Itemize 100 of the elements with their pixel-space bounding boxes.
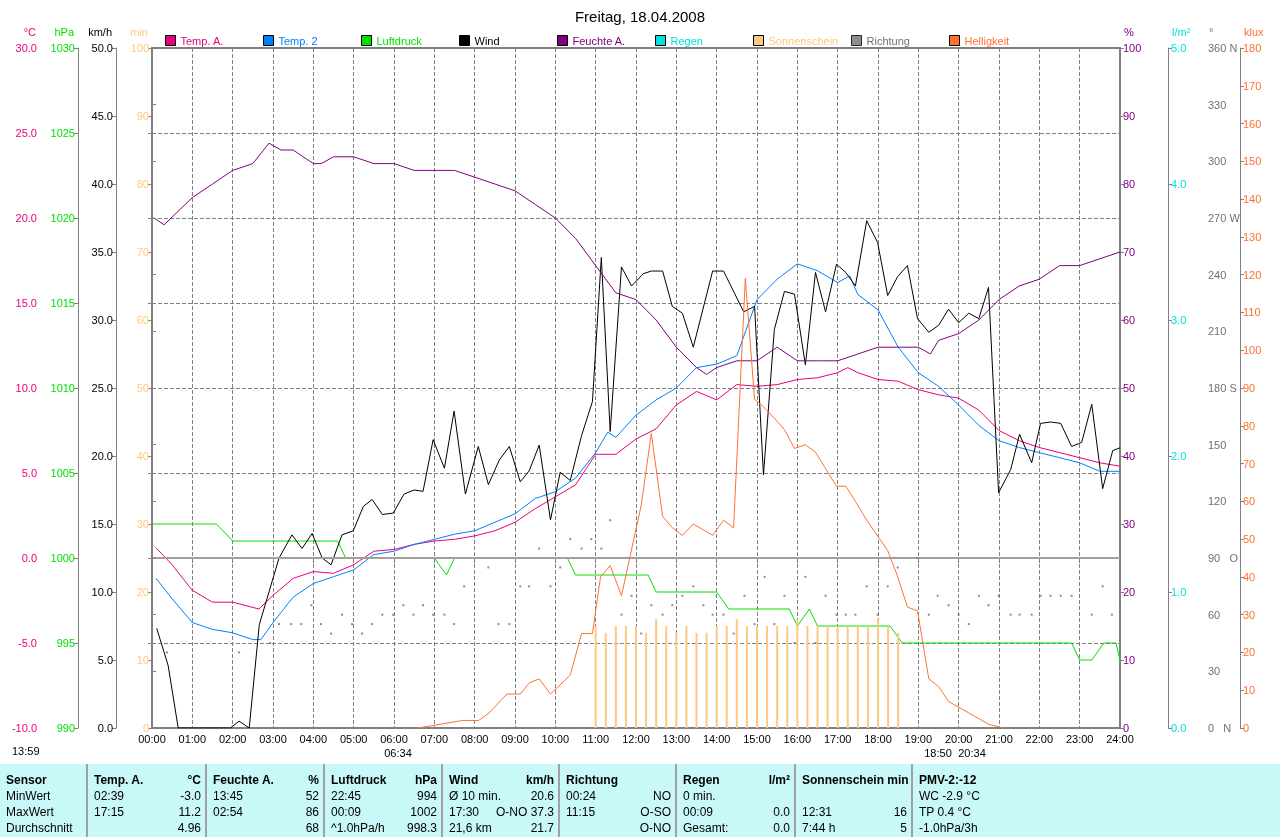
text: Ø 10 min. 20.6 xyxy=(449,789,554,803)
y2-tick-label: 50 xyxy=(1243,533,1256,546)
y3-tick-label: 0.0 xyxy=(1171,722,1187,734)
text: TP 0.4 °C xyxy=(919,804,971,820)
chart-title: Freitag, 18.04.2008 xyxy=(574,8,706,25)
text: Durchschnitt xyxy=(6,820,73,836)
text: 22:45 994 xyxy=(331,789,437,803)
y3-tick-label: 5.0 xyxy=(1171,42,1187,54)
y2-tick-label: 1025 xyxy=(50,127,75,139)
y-tick-label: 70 xyxy=(136,246,149,258)
y-tick-label: 50 xyxy=(136,382,149,394)
y-tick-label: 360 N xyxy=(1208,42,1238,54)
y-tick-label: 15.0 xyxy=(15,297,37,309)
x-tick-label: 03:00 xyxy=(259,732,287,745)
text: 00:09 1002 xyxy=(331,805,437,819)
x-tick-label: 23:00 xyxy=(1065,732,1094,745)
y3-tick-label: 0.0 xyxy=(97,722,113,734)
y2-tick-label: 130 xyxy=(1243,230,1262,243)
text: 21,6 km 21.7 xyxy=(449,821,554,835)
y-tick-label: 330 xyxy=(1208,98,1227,111)
x-tick-label: 22:00 xyxy=(1025,732,1054,745)
text: PMV-2:-12 xyxy=(919,772,977,788)
y-tick-label: 100 xyxy=(130,42,149,54)
legend-label: Luftdruck xyxy=(376,34,423,47)
y-tick-label: 20.0 xyxy=(15,212,37,224)
text: MaxWert xyxy=(6,804,54,820)
y2-tick-label: 100 xyxy=(1123,42,1142,54)
y-tick-label: 90 xyxy=(136,110,149,122)
x-tick-label: 08:00 xyxy=(460,732,489,745)
x-tick-label: 06:00 xyxy=(380,732,408,745)
y2-tick-label: 990 xyxy=(56,722,75,734)
y2-tick-label: 70 xyxy=(1243,457,1256,470)
y2-tick-label: 120 xyxy=(1243,268,1262,281)
y-tick-label: 60 xyxy=(1208,608,1221,621)
line-series xyxy=(156,220,1121,729)
y2-tick-label: 995 xyxy=(56,637,75,649)
x-tick-label: 24:00 xyxy=(1106,732,1134,745)
y3-tick-label: 20.0 xyxy=(91,450,113,462)
y3-tick-label: 10.0 xyxy=(91,586,113,598)
x-tick-label: 19:00 xyxy=(904,732,933,745)
y2-tick-label: 1015 xyxy=(50,297,75,309)
text: 13:59 xyxy=(12,744,40,757)
y2-tick-label: 80 xyxy=(1123,178,1136,190)
y3-tick-label: 50.0 xyxy=(91,42,113,54)
y2-tick-label: 60 xyxy=(1123,314,1136,326)
y2-tick-label: 170 xyxy=(1243,79,1262,92)
text: 17:15 11.2 xyxy=(94,805,201,819)
x-tick-label: 16:00 xyxy=(783,732,812,745)
y2-tick-label: 110 xyxy=(1243,306,1261,319)
x-tick-label: 04:00 xyxy=(299,732,328,745)
y3-tick-label: 40.0 xyxy=(91,178,113,190)
legend-label: Richtung xyxy=(866,34,910,47)
y2-tick-label: 30 xyxy=(1243,608,1256,621)
y-tick-label: 30.0 xyxy=(15,42,37,54)
y2-tick-label: 90 xyxy=(1123,110,1136,122)
y3-axis-title: l/m² xyxy=(1172,25,1191,38)
legend-label: Feuchte A. xyxy=(572,34,626,47)
text: 11:15 O-SO xyxy=(566,805,671,819)
y2-axis-title: % xyxy=(1124,25,1134,38)
y-axis-title: min xyxy=(130,25,148,38)
y3-tick-label: 1.0 xyxy=(1171,586,1187,598)
y2-tick-label: 70 xyxy=(1123,246,1136,258)
y2-tick-label: 150 xyxy=(1243,155,1262,168)
line-series xyxy=(155,367,1121,610)
y2-tick-label: 160 xyxy=(1243,117,1262,130)
y2-tick-label: 20 xyxy=(1243,646,1256,659)
legend-label: Sonnenschein xyxy=(768,34,839,47)
x-tick-label: 13:00 xyxy=(662,732,691,745)
text: Sonnenschein min xyxy=(802,772,909,788)
y2-tick-label: 1010 xyxy=(50,382,75,394)
text: Wind km/h xyxy=(449,773,554,787)
y-tick-label: 270 W xyxy=(1208,212,1241,224)
y3-tick-label: 5.0 xyxy=(97,654,113,666)
legend-label: Temp. 2 xyxy=(278,34,318,47)
text: 00:24 NO xyxy=(566,789,671,803)
line-series xyxy=(417,277,1004,729)
legend-label: Wind xyxy=(474,34,500,47)
y2-tick-label: 90 xyxy=(1243,382,1256,394)
text: WC -2.9 °C xyxy=(919,788,980,804)
y-tick-label: -10.0 xyxy=(11,722,37,734)
text: 02:54 86 xyxy=(213,805,319,819)
y2-tick-label: 0 xyxy=(1123,722,1130,734)
text: ^1.0hPa/h 998.3 xyxy=(331,821,437,835)
y3-tick-label: 35.0 xyxy=(91,246,113,258)
y2-tick-label: 40 xyxy=(1123,450,1136,462)
y3-axis-title: km/h xyxy=(88,25,112,38)
text: 18:50 xyxy=(924,746,952,759)
y-tick-label: 120 xyxy=(1208,495,1227,508)
text: 06:34 xyxy=(384,746,412,759)
y2-tick-label: 30 xyxy=(1123,518,1136,530)
y-tick-label: 150 xyxy=(1208,438,1227,451)
y3-tick-label: 25.0 xyxy=(91,382,113,394)
y-axis-title: ° xyxy=(1209,25,1214,38)
text: 12:31 16 xyxy=(802,805,907,819)
legend-label: Temp. A. xyxy=(180,34,224,47)
x-tick-label: 12:00 xyxy=(622,732,650,745)
y-tick-label: 0 N xyxy=(1208,722,1232,734)
y-tick-label: 60 xyxy=(136,314,149,326)
y2-tick-label: 10 xyxy=(1123,654,1136,666)
y2-tick-label: 1020 xyxy=(50,212,75,224)
